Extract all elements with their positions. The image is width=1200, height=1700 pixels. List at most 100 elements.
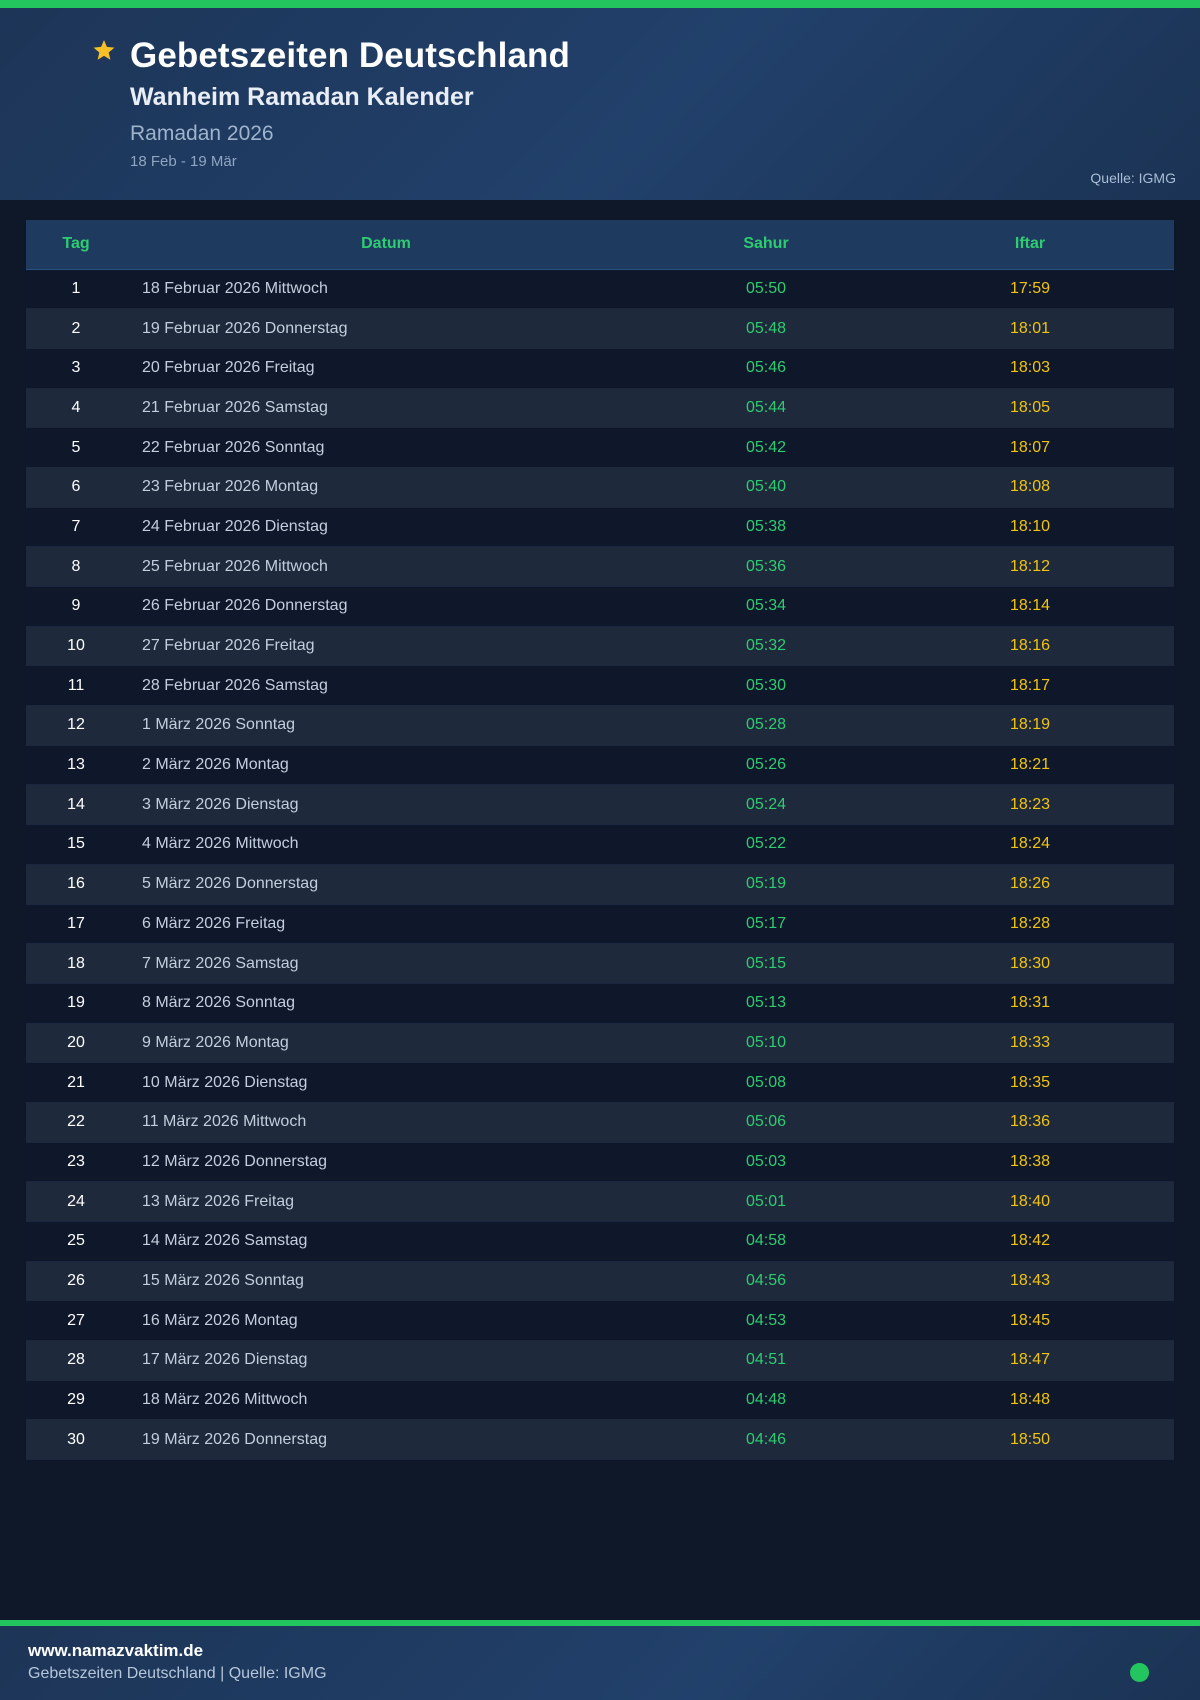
cell-tag: 20: [26, 1023, 126, 1064]
table-row[interactable]: 1 18 Februar 2026 Mittwoch 05:50 17:59: [26, 269, 1174, 310]
ramadan-year-label: Ramadan 2026: [130, 122, 274, 146]
table-row[interactable]: 11 28 Februar 2026 Samstag 05:30 18:17: [26, 665, 1174, 707]
cell-sahur: 05:32: [646, 626, 886, 667]
cell-datum: 18 Februar 2026 Mittwoch: [126, 269, 646, 310]
table-row[interactable]: 25 14 März 2026 Samstag 04:58 18:42: [26, 1221, 1174, 1262]
cell-sahur: 05:42: [646, 427, 886, 468]
cell-tag: 7: [26, 507, 126, 548]
footer-website[interactable]: www.namazvaktim.de: [28, 1641, 204, 1660]
cell-iftar: 18:30: [886, 943, 1174, 984]
cell-iftar: 18:16: [886, 626, 1174, 667]
cell-datum: 25 Februar 2026 Mittwoch: [126, 546, 646, 587]
table-row[interactable]: 20 9 März 2026 Montag 05:10 18:33: [26, 1023, 1174, 1064]
table-header-row: Tag Datum Sahur Iftar: [26, 220, 1174, 270]
table-row[interactable]: 9 26 Februar 2026 Donnerstag 05:34 18:14: [26, 586, 1174, 627]
table-row[interactable]: 12 1 März 2026 Sonntag 05:28 18:19: [26, 705, 1174, 746]
cell-iftar: 18:38: [886, 1142, 1174, 1183]
page-footer: www.namazvaktim.de Gebetszeiten Deutschl…: [0, 1620, 1200, 1700]
table-row[interactable]: 13 2 März 2026 Montag 05:26 18:21: [26, 745, 1174, 786]
table-row[interactable]: 3 20 Februar 2026 Freitag 05:46 18:03: [26, 348, 1174, 389]
cell-iftar: 18:31: [886, 983, 1174, 1024]
cell-sahur: 05:08: [646, 1062, 886, 1103]
footer-subtitle: Gebetszeiten Deutschland | Quelle: IGMG: [28, 1665, 327, 1683]
calendar-table-container: Tag Datum Sahur Iftar 1 18 Februar 2026 M…: [0, 200, 1200, 1620]
cell-datum: 20 Februar 2026 Freitag: [126, 348, 646, 389]
cell-datum: 13 März 2026 Freitag: [126, 1181, 646, 1222]
cell-iftar: 18:14: [886, 586, 1174, 627]
crescent-moon-and-star-icon: [24, 26, 120, 118]
cell-iftar: 18:21: [886, 745, 1174, 786]
cell-iftar: 18:43: [886, 1261, 1174, 1302]
cell-tag: 21: [26, 1062, 126, 1103]
cell-tag: 4: [26, 388, 126, 429]
cell-tag: 27: [26, 1300, 126, 1342]
table-row[interactable]: 7 24 Februar 2026 Dienstag 05:38 18:10: [26, 507, 1174, 548]
cell-datum: 28 Februar 2026 Samstag: [126, 665, 646, 707]
date-range-label: 18 Feb - 19 Mär: [130, 153, 237, 171]
table-row[interactable]: 26 15 März 2026 Sonntag 04:56 18:43: [26, 1261, 1174, 1302]
cell-tag: 10: [26, 626, 126, 667]
table-row[interactable]: 5 22 Februar 2026 Sonntag 05:42 18:07: [26, 427, 1174, 468]
cell-tag: 14: [26, 784, 126, 826]
cell-datum: 26 Februar 2026 Donnerstag: [126, 586, 646, 627]
cell-iftar: 18:42: [886, 1221, 1174, 1262]
table-row[interactable]: 14 3 März 2026 Dienstag 05:24 18:23: [26, 784, 1174, 826]
column-header-iftar: Iftar: [886, 220, 1174, 270]
cell-iftar: 18:35: [886, 1062, 1174, 1103]
table-row[interactable]: 8 25 Februar 2026 Mittwoch 05:36 18:12: [26, 546, 1174, 587]
cell-datum: 1 März 2026 Sonntag: [126, 705, 646, 746]
table-row[interactable]: 28 17 März 2026 Dienstag 04:51 18:47: [26, 1340, 1174, 1381]
cell-sahur: 05:44: [646, 388, 886, 429]
cell-sahur: 05:50: [646, 269, 886, 310]
cell-tag: 6: [26, 467, 126, 508]
cell-datum: 17 März 2026 Dienstag: [126, 1340, 646, 1381]
table-row[interactable]: 24 13 März 2026 Freitag 05:01 18:40: [26, 1181, 1174, 1222]
cell-tag: 23: [26, 1142, 126, 1183]
cell-tag: 12: [26, 705, 126, 746]
cell-tag: 17: [26, 904, 126, 945]
table-row[interactable]: 22 11 März 2026 Mittwoch 05:06 18:36: [26, 1102, 1174, 1143]
table-row[interactable]: 19 8 März 2026 Sonntag 05:13 18:31: [26, 983, 1174, 1024]
cell-datum: 6 März 2026 Freitag: [126, 904, 646, 945]
cell-sahur: 05:26: [646, 745, 886, 786]
cell-tag: 22: [26, 1102, 126, 1143]
table-row[interactable]: 16 5 März 2026 Donnerstag 05:19 18:26: [26, 864, 1174, 905]
cell-iftar: 18:36: [886, 1102, 1174, 1143]
cell-iftar: 18:17: [886, 665, 1174, 707]
cell-datum: 8 März 2026 Sonntag: [126, 983, 646, 1024]
cell-tag: 1: [26, 269, 126, 310]
cell-tag: 2: [26, 308, 126, 349]
table-row[interactable]: 21 10 März 2026 Dienstag 05:08 18:35: [26, 1062, 1174, 1103]
cell-datum: 4 März 2026 Mittwoch: [126, 824, 646, 865]
cell-sahur: 05:38: [646, 507, 886, 548]
cell-datum: 19 März 2026 Donnerstag: [126, 1419, 646, 1461]
cell-sahur: 05:48: [646, 308, 886, 349]
cell-tag: 24: [26, 1181, 126, 1222]
table-row[interactable]: 29 18 März 2026 Mittwoch 04:48 18:48: [26, 1380, 1174, 1421]
table-row[interactable]: 4 21 Februar 2026 Samstag 05:44 18:05: [26, 388, 1174, 429]
table-row[interactable]: 23 12 März 2026 Donnerstag 05:03 18:38: [26, 1142, 1174, 1183]
cell-tag: 26: [26, 1261, 126, 1302]
table-row[interactable]: 18 7 März 2026 Samstag 05:15 18:30: [26, 943, 1174, 984]
prayer-times-table: Tag Datum Sahur Iftar 1 18 Februar 2026 M…: [26, 220, 1174, 1461]
table-row[interactable]: 15 4 März 2026 Mittwoch 05:22 18:24: [26, 824, 1174, 865]
cell-datum: 7 März 2026 Samstag: [126, 943, 646, 984]
table-row[interactable]: 10 27 Februar 2026 Freitag 05:32 18:16: [26, 626, 1174, 667]
table-row[interactable]: 17 6 März 2026 Freitag 05:17 18:28: [26, 904, 1174, 945]
cell-sahur: 05:06: [646, 1102, 886, 1143]
table-row[interactable]: 30 19 März 2026 Donnerstag 04:46 18:50: [26, 1419, 1174, 1461]
cell-iftar: 18:33: [886, 1023, 1174, 1064]
cell-iftar: 18:08: [886, 467, 1174, 508]
table-row[interactable]: 6 23 Februar 2026 Montag 05:40 18:08: [26, 467, 1174, 508]
cell-iftar: 18:28: [886, 904, 1174, 945]
cell-datum: 27 Februar 2026 Freitag: [126, 626, 646, 667]
cell-iftar: 18:10: [886, 507, 1174, 548]
cell-iftar: 18:12: [886, 546, 1174, 587]
column-header-datum: Datum: [126, 220, 646, 270]
cell-tag: 3: [26, 348, 126, 389]
table-row[interactable]: 27 16 März 2026 Montag 04:53 18:45: [26, 1300, 1174, 1342]
cell-sahur: 05:30: [646, 665, 886, 707]
table-row[interactable]: 2 19 Februar 2026 Donnerstag 05:48 18:01: [26, 308, 1174, 349]
page-title: Gebetszeiten Deutschland: [130, 36, 571, 75]
